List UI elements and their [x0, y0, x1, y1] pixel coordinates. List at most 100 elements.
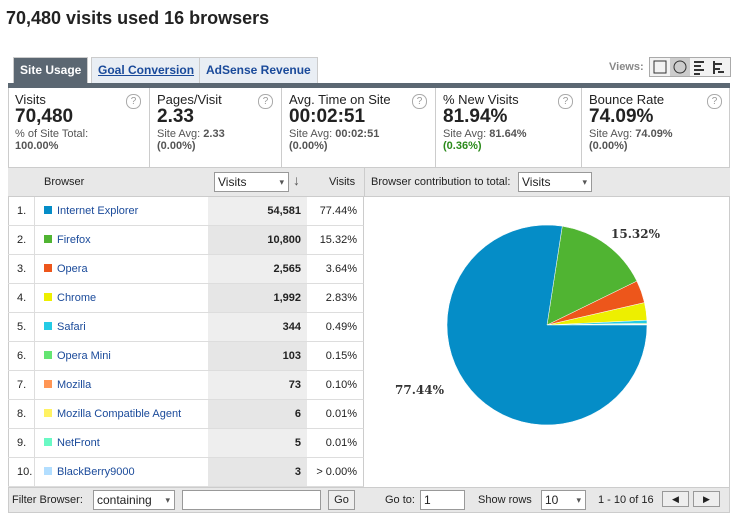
page-title: 70,480 visits used 16 browsers	[6, 8, 270, 28]
metrics-box	[8, 88, 730, 168]
share-cell: 3.64%	[307, 255, 364, 284]
goto-input[interactable]: 1	[420, 490, 465, 510]
share-cell: 15.32%	[307, 226, 364, 255]
filter-label: Filter Browser:	[12, 494, 83, 506]
browser-link[interactable]: Opera	[57, 263, 88, 275]
table-icon	[653, 60, 667, 74]
rows-select[interactable]: 10	[541, 490, 586, 510]
rank-cell: 7.	[8, 371, 35, 400]
browser-link[interactable]: Mozilla	[57, 379, 92, 391]
browser-link[interactable]: Firefox	[57, 234, 91, 246]
browser-link[interactable]: BlackBerry9000	[57, 466, 135, 478]
browser-cell: Mozilla	[35, 371, 208, 400]
browser-cell: Chrome	[35, 284, 208, 313]
browser-cell: Firefox	[35, 226, 208, 255]
pie-slice	[446, 224, 648, 426]
legend-swatch	[44, 467, 52, 475]
filter-select[interactable]: containing	[93, 490, 175, 510]
browser-cell: Internet Explorer	[35, 197, 208, 226]
metric-note: Site Avg: 81.64%	[443, 128, 574, 140]
metric-note: Site Avg: 2.33	[157, 128, 274, 140]
visits-cell: 1,992	[208, 284, 307, 313]
help-icon[interactable]: ?	[558, 94, 573, 109]
share-cell: 0.01%	[307, 429, 364, 458]
metric-label: Bounce Rate	[589, 92, 665, 107]
rank-cell: 10.	[8, 458, 35, 487]
rows-label: Show rows	[478, 494, 532, 506]
visits-cell: 5	[208, 429, 307, 458]
note-label: Site Avg:	[157, 128, 201, 140]
metric-change: (0.00%)	[289, 140, 328, 152]
tab[interactable]: Goal Conversion	[91, 57, 202, 83]
legend-swatch	[44, 438, 52, 446]
browser-link[interactable]: Opera Mini	[57, 350, 111, 362]
browser-cell: BlackBerry9000	[35, 458, 208, 487]
metric-select[interactable]: Visits	[214, 172, 289, 192]
column-header: Browser	[44, 176, 85, 188]
rank-cell: 2.	[8, 226, 35, 255]
metric: Bounce Rate 74.09%? Site Avg: 74.09% (0.00%…	[582, 88, 730, 167]
legend-swatch	[44, 293, 52, 301]
share-cell: 0.15%	[307, 342, 364, 371]
share-cell: 0.10%	[307, 371, 364, 400]
metric-change: (0.00%)	[157, 140, 196, 152]
visits-cell: 3	[208, 458, 307, 487]
visits-cell: 2,565	[208, 255, 307, 284]
browser-link[interactable]: NetFront	[57, 437, 100, 449]
metric-label: Avg. Time on Site	[289, 92, 391, 107]
note-label: Site Avg:	[443, 128, 487, 140]
help-icon[interactable]: ?	[707, 94, 722, 109]
browser-cell: Opera	[35, 255, 208, 284]
browser-link[interactable]: Mozilla Compatible Agent	[57, 408, 182, 420]
pie-label: Browser contribution to total:	[371, 176, 511, 188]
share-cell: 0.49%	[307, 313, 364, 342]
visits-cell: 73	[208, 371, 307, 400]
share-cell: 0.01%	[307, 400, 364, 429]
filter-input[interactable]	[182, 490, 321, 510]
column-header: Visits	[329, 176, 356, 188]
rank-cell: 3.	[8, 255, 35, 284]
metric-label: Pages/Visit	[157, 92, 222, 107]
pie-chart: 15.32% 77.44%	[395, 224, 661, 426]
share-cell: > 0.00%	[307, 458, 364, 487]
pie-select[interactable]: Visits	[518, 172, 592, 192]
next-button[interactable]: ▶	[693, 491, 720, 507]
metric-value: 00:02:51	[289, 106, 366, 127]
view-switcher[interactable]	[649, 57, 731, 77]
tab[interactable]: Site Usage	[13, 57, 89, 83]
view-icons	[653, 58, 724, 76]
go-button[interactable]: Go	[328, 490, 355, 510]
prev-button[interactable]: ◀	[662, 491, 689, 507]
visits-cell: 344	[208, 313, 307, 342]
metric-value: 74.09%	[589, 106, 654, 127]
metric-note: Site Avg: 00:02:51	[289, 128, 428, 140]
metric-label: % New Visits	[443, 92, 519, 107]
help-icon[interactable]: ?	[126, 94, 141, 109]
note-label: % of Site Total:	[15, 128, 89, 140]
visits-cell: 10,800	[208, 226, 307, 255]
browser-link[interactable]: Safari	[57, 321, 86, 333]
rank-cell: 4.	[8, 284, 35, 313]
metric-value: 70,480	[15, 106, 74, 127]
legend-swatch	[44, 322, 52, 330]
help-icon[interactable]: ?	[258, 94, 273, 109]
views-label: Views:	[609, 61, 644, 73]
slice-label: 77.44%	[395, 383, 445, 397]
metric: % New Visits 81.94%? Site Avg: 81.64% (0.36…	[436, 88, 582, 167]
sort-arrow[interactable]: ↓	[293, 172, 300, 188]
browser-link[interactable]: Chrome	[57, 292, 97, 304]
rank-cell: 9.	[8, 429, 35, 458]
metric-label: Visits	[15, 92, 46, 107]
pie: 15.32% 77.44%	[395, 224, 661, 426]
metric: Visits 70,480? % of Site Total: 100.00%	[8, 88, 150, 167]
visits-cell: 103	[208, 342, 307, 371]
legend-swatch	[44, 206, 52, 214]
slice-label: 15.32%	[611, 227, 661, 241]
browser-link[interactable]: Internet Explorer	[57, 205, 139, 217]
note-value: 2.33	[203, 128, 225, 140]
help-icon[interactable]: ?	[412, 94, 427, 109]
pie-slice	[546, 225, 638, 326]
legend-swatch	[44, 351, 52, 359]
tab[interactable]: AdSense Revenue	[199, 57, 318, 83]
